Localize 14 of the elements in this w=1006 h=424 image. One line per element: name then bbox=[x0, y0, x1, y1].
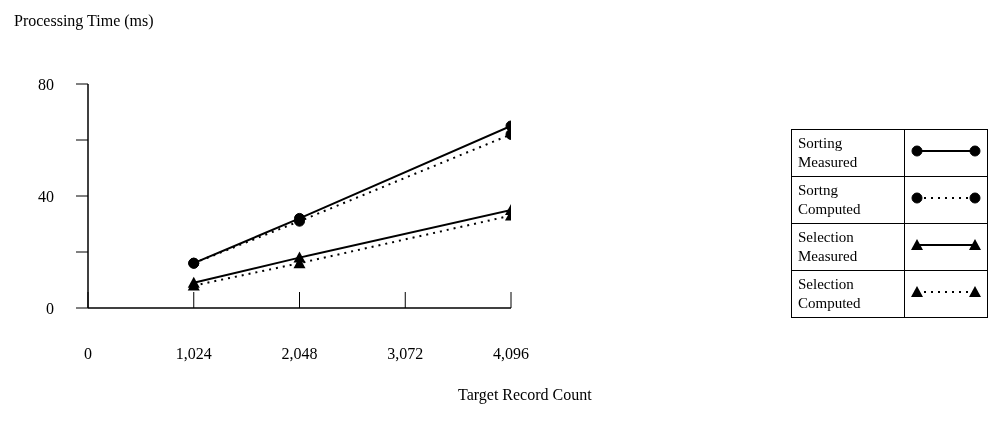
y-tick-label: 40 bbox=[38, 187, 54, 205]
text: Selection Measured bbox=[791, 223, 905, 270]
x-tick-label: 1,024 bbox=[175, 345, 212, 363]
y-tick-label: 80 bbox=[38, 75, 54, 93]
text: Selection Computed bbox=[791, 270, 905, 317]
x-tick-label: 2,048 bbox=[281, 345, 318, 363]
text: Sortng Computed bbox=[791, 176, 905, 223]
y-tick-label: 0 bbox=[46, 299, 54, 317]
x-tick-label: 0 bbox=[84, 345, 92, 363]
x-tick-label: 3,072 bbox=[387, 345, 424, 363]
x-axis-title: Target Record Count bbox=[458, 386, 592, 404]
text: Sorting Measured bbox=[791, 129, 905, 176]
y-axis-title: Processing Time (ms) bbox=[14, 12, 154, 30]
x-tick-label: 4,096 bbox=[493, 345, 529, 363]
